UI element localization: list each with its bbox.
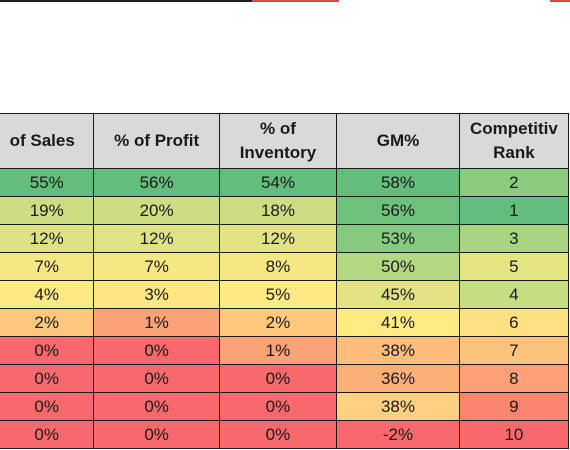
header-row: of Sales % of Profit % of Inventory GM% C… [0, 113, 570, 169]
header-cell-rank[interactable]: Competitiv Rank [458, 113, 570, 169]
cell-sales[interactable]: 0% [0, 392, 95, 421]
cell-gm[interactable]: 45% [336, 280, 460, 309]
table-body: 55% 56% 54% 58% 2 19% 20% 18% 56% 1 12% 12% 12% 53% 3 7… [0, 168, 570, 449]
cell-gm[interactable]: 56% [336, 196, 460, 225]
cell-profit[interactable]: 0% [93, 420, 220, 449]
header-label: GM% [376, 131, 420, 150]
cell-sales[interactable]: 55% [0, 168, 95, 197]
header-cell-sales[interactable]: of Sales [0, 113, 95, 169]
cell-rank[interactable]: 1 [458, 196, 570, 225]
header-cell-gm[interactable]: GM% [336, 113, 460, 169]
cell-gm[interactable]: 58% [336, 168, 460, 197]
cell-inventory[interactable]: 0% [218, 364, 338, 393]
cell-sales[interactable]: 7% [0, 252, 95, 281]
cell-inventory[interactable]: 8% [218, 252, 338, 281]
cell-rank[interactable]: 4 [458, 280, 570, 309]
table-row: 0% 0% 0% 36% 8 [0, 364, 570, 393]
table-row: 0% 0% 0% -2% 10 [0, 420, 570, 449]
cell-rank[interactable]: 6 [458, 308, 570, 337]
cell-gm[interactable]: 41% [336, 308, 460, 337]
cell-rank[interactable]: 3 [458, 224, 570, 253]
cell-sales[interactable]: 4% [0, 280, 95, 309]
cell-profit[interactable]: 0% [93, 364, 220, 393]
header-label: % of Inventory [239, 119, 317, 162]
cell-profit[interactable]: 7% [93, 252, 220, 281]
cell-gm[interactable]: 53% [336, 224, 460, 253]
cell-profit[interactable]: 12% [93, 224, 220, 253]
cell-rank[interactable]: 8 [458, 364, 570, 393]
cell-rank[interactable]: 2 [458, 168, 570, 197]
cell-gm[interactable]: 50% [336, 252, 460, 281]
cell-gm[interactable]: 38% [336, 392, 460, 421]
cell-inventory[interactable]: 2% [218, 308, 338, 337]
strip-segment [339, 0, 550, 2]
cell-inventory[interactable]: 12% [218, 224, 338, 253]
cell-inventory[interactable]: 5% [218, 280, 338, 309]
header-label: Competitiv Rank [469, 119, 558, 162]
cell-inventory[interactable]: 18% [218, 196, 338, 225]
cell-inventory[interactable]: 1% [218, 336, 338, 365]
table-row: 55% 56% 54% 58% 2 [0, 168, 570, 197]
cell-rank[interactable]: 5 [458, 252, 570, 281]
header-label: % of Profit [114, 131, 200, 150]
cell-gm[interactable]: 36% [336, 364, 460, 393]
strip-segment [252, 0, 339, 2]
cell-sales[interactable]: 12% [0, 224, 95, 253]
cell-profit[interactable]: 1% [93, 308, 220, 337]
table-row: 19% 20% 18% 56% 1 [0, 196, 570, 225]
heatmap-table: of Sales % of Profit % of Inventory GM% C… [0, 113, 570, 449]
cell-profit[interactable]: 0% [93, 392, 220, 421]
cell-rank[interactable]: 10 [458, 420, 570, 449]
cell-sales[interactable]: 19% [0, 196, 95, 225]
table-row: 12% 12% 12% 53% 3 [0, 224, 570, 253]
cell-inventory[interactable]: 0% [218, 420, 338, 449]
cell-gm[interactable]: -2% [336, 420, 460, 449]
header-cell-inventory[interactable]: % of Inventory [218, 113, 338, 169]
table-row: 7% 7% 8% 50% 5 [0, 252, 570, 281]
table-row: 4% 3% 5% 45% 4 [0, 280, 570, 309]
cell-sales[interactable]: 0% [0, 364, 95, 393]
cell-profit[interactable]: 20% [93, 196, 220, 225]
table-row: 0% 0% 1% 38% 7 [0, 336, 570, 365]
table-row: 2% 1% 2% 41% 6 [0, 308, 570, 337]
header-cell-profit[interactable]: % of Profit [93, 113, 220, 169]
cell-sales[interactable]: 2% [0, 308, 95, 337]
cell-rank[interactable]: 7 [458, 336, 570, 365]
cell-sales[interactable]: 0% [0, 420, 95, 449]
top-border-strip [0, 0, 570, 2]
cell-profit[interactable]: 56% [93, 168, 220, 197]
strip-segment [550, 0, 570, 2]
table-row: 0% 0% 0% 38% 9 [0, 392, 570, 421]
cell-profit[interactable]: 0% [93, 336, 220, 365]
cell-profit[interactable]: 3% [93, 280, 220, 309]
cell-sales[interactable]: 0% [0, 336, 95, 365]
cell-rank[interactable]: 9 [458, 392, 570, 421]
cell-gm[interactable]: 38% [336, 336, 460, 365]
header-label: of Sales [9, 131, 75, 150]
cell-inventory[interactable]: 54% [218, 168, 338, 197]
cell-inventory[interactable]: 0% [218, 392, 338, 421]
